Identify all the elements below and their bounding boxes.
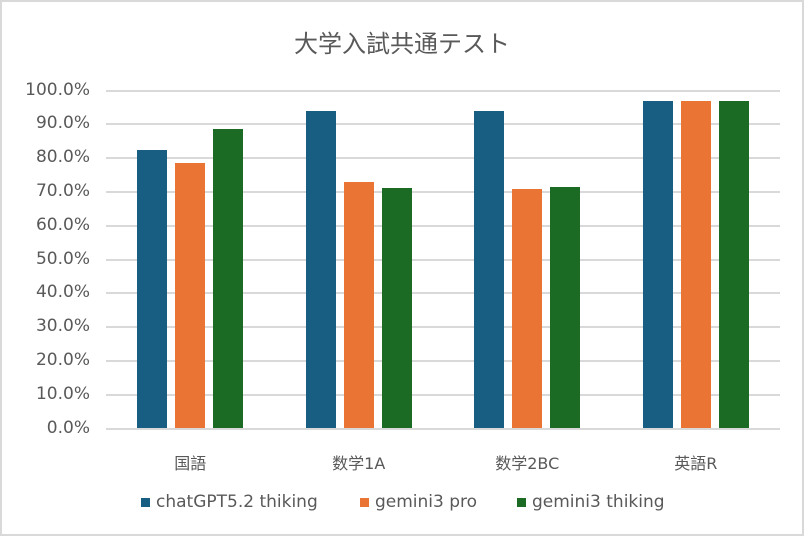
x-category-label: 数学1A [332, 454, 386, 473]
x-category-label: 英語R [674, 454, 718, 473]
bar[interactable] [550, 186, 581, 429]
y-tick-label: 60.0% [35, 214, 90, 235]
y-tick-label: 10.0% [35, 383, 90, 404]
x-category-label: 数学2BC [495, 454, 560, 473]
bar[interactable] [175, 162, 206, 429]
y-tick-label: 30.0% [35, 316, 90, 337]
bar[interactable] [137, 149, 168, 429]
gridline [106, 258, 780, 261]
legend-item[interactable]: gemini3 thiking [517, 492, 665, 512]
legend-item[interactable]: gemini3 pro [360, 492, 477, 512]
x-category-label: 国語 [174, 454, 207, 473]
legend-label: gemini3 thiking [532, 492, 665, 512]
gridline [106, 224, 780, 227]
legend-label: chatGPT5.2 thiking [156, 492, 318, 512]
legend-swatch-icon [517, 497, 526, 507]
gridline [106, 123, 780, 126]
chart-title: 大学入試共通テスト [294, 30, 510, 58]
gridline [106, 359, 780, 362]
y-tick-label: 40.0% [35, 282, 90, 303]
bar[interactable] [305, 111, 336, 429]
legend-item[interactable]: chatGPT5.2 thiking [141, 492, 318, 512]
gridline [106, 157, 780, 160]
y-tick-label: 50.0% [35, 248, 90, 269]
bar[interactable] [718, 100, 749, 429]
gridline [106, 326, 780, 329]
bar[interactable] [474, 111, 505, 429]
legend: chatGPT5.2 thiking gemini3 pro gemini3 thi… [0, 492, 804, 516]
bar[interactable] [512, 188, 543, 429]
bar[interactable] [343, 181, 374, 429]
y-tick-label: 90.0% [35, 113, 90, 134]
bar[interactable] [213, 129, 244, 429]
y-tick-label: 70.0% [35, 180, 90, 201]
y-tick-label: 80.0% [35, 147, 90, 168]
gridline [106, 89, 780, 92]
gridline [106, 427, 780, 430]
bar[interactable] [381, 187, 412, 429]
bar[interactable] [680, 100, 711, 429]
legend-label: gemini3 pro [375, 492, 478, 512]
y-tick-label: 0.0% [46, 417, 90, 438]
legend-swatch-icon [141, 497, 150, 507]
gridline [106, 393, 780, 396]
y-tick-label: 100.0% [25, 79, 90, 100]
legend-swatch-icon [360, 497, 369, 507]
bar[interactable] [642, 100, 673, 429]
gridline [106, 190, 780, 193]
gridline [106, 292, 780, 295]
y-tick-label: 20.0% [35, 349, 90, 370]
